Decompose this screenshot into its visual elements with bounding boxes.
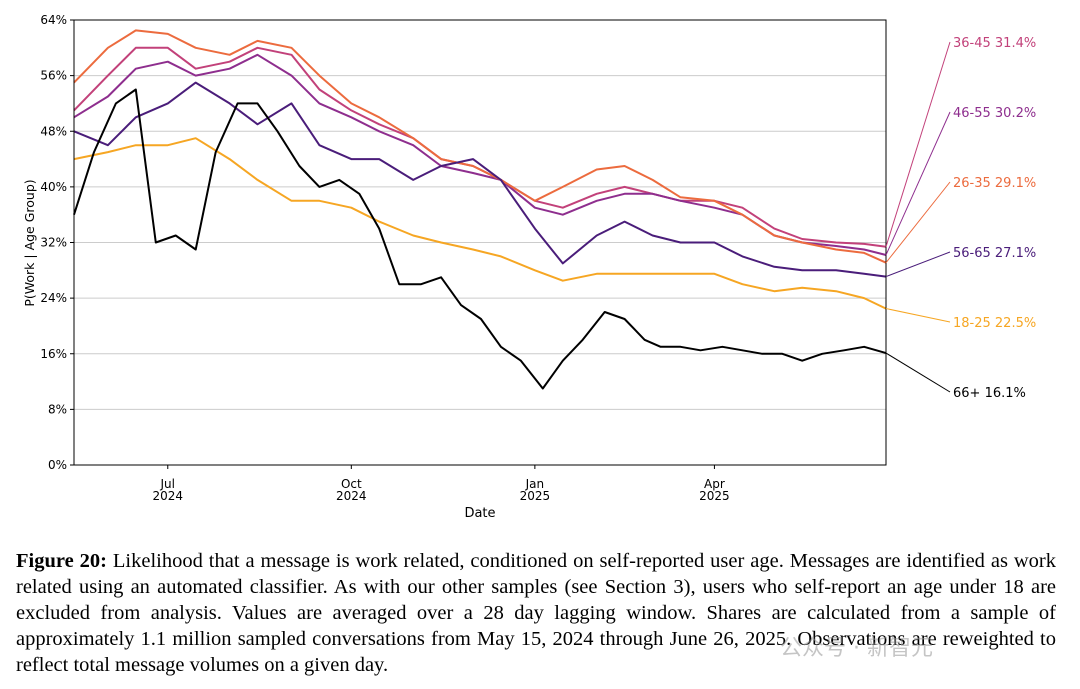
x-tick-label-month: Apr bbox=[704, 477, 725, 491]
series-end-labels: 36-45 31.4% 46-55 30.2% 26-35 29.1% 56-65 2… bbox=[885, 36, 1036, 401]
y-tick-label: 24% bbox=[40, 291, 67, 305]
series-line-18-25 bbox=[73, 137, 887, 310]
y-axis-ticks: 0% 8% 16% 24% 32% 40% 48% 56% 64% bbox=[40, 13, 74, 472]
end-label-leader bbox=[885, 352, 951, 393]
y-tick-label: 0% bbox=[48, 458, 67, 472]
end-label-36-45: 36-45 31.4% bbox=[953, 36, 1036, 51]
y-tick-label: 40% bbox=[40, 180, 67, 194]
end-label-leader bbox=[885, 308, 951, 323]
end-label-18-25: 18-25 22.5% bbox=[953, 316, 1036, 331]
end-label-26-35: 26-35 29.1% bbox=[953, 176, 1036, 191]
end-label-leader bbox=[885, 181, 951, 263]
series-line-36-45 bbox=[73, 46, 887, 248]
y-tick-label: 32% bbox=[40, 236, 67, 250]
x-tick-label-month: Oct bbox=[341, 477, 362, 491]
end-label-66+: 66+ 16.1% bbox=[953, 386, 1026, 401]
x-tick-label-month: Jul bbox=[160, 477, 175, 491]
end-label-leader bbox=[885, 111, 951, 256]
end-label-56-65: 56-65 27.1% bbox=[953, 246, 1036, 261]
figure-label: Figure 20: bbox=[16, 550, 107, 572]
x-axis-label: Date bbox=[464, 506, 495, 521]
x-tick-label-year: 2024 bbox=[152, 489, 183, 503]
end-label-leader bbox=[885, 251, 951, 278]
end-label-leader bbox=[885, 41, 951, 247]
x-tick-label-year: 2025 bbox=[520, 489, 551, 503]
end-label-46-55: 46-55 30.2% bbox=[953, 106, 1036, 121]
figure-caption-text: Likelihood that a message is work relate… bbox=[16, 550, 1057, 676]
y-tick-label: 8% bbox=[48, 402, 67, 416]
y-tick-label: 64% bbox=[40, 13, 67, 27]
series-line-56-65 bbox=[73, 81, 887, 278]
y-tick-label: 48% bbox=[40, 124, 67, 138]
line-chart: 0%8%16%24%32%40%48%56%64% Jul2024Oct2024… bbox=[22, 13, 1036, 521]
x-tick-label-year: 2024 bbox=[336, 489, 367, 503]
series-line-46-55 bbox=[73, 53, 887, 256]
y-tick-label: 56% bbox=[40, 69, 67, 83]
y-tick-label: 16% bbox=[40, 347, 67, 361]
y-axis-label: P(Work | Age Group) bbox=[22, 179, 37, 306]
x-tick-label-month: Jan bbox=[525, 477, 545, 491]
x-tick-label-year: 2025 bbox=[699, 489, 730, 503]
series-line-26-35 bbox=[73, 29, 887, 264]
series-lines bbox=[73, 29, 887, 390]
watermark: 公众号 · 新智元 bbox=[780, 636, 933, 661]
gridlines bbox=[74, 19, 886, 466]
figure-caption: Figure 20: Likelihood that a message is … bbox=[16, 548, 1056, 678]
series-line-66+ bbox=[73, 88, 887, 390]
